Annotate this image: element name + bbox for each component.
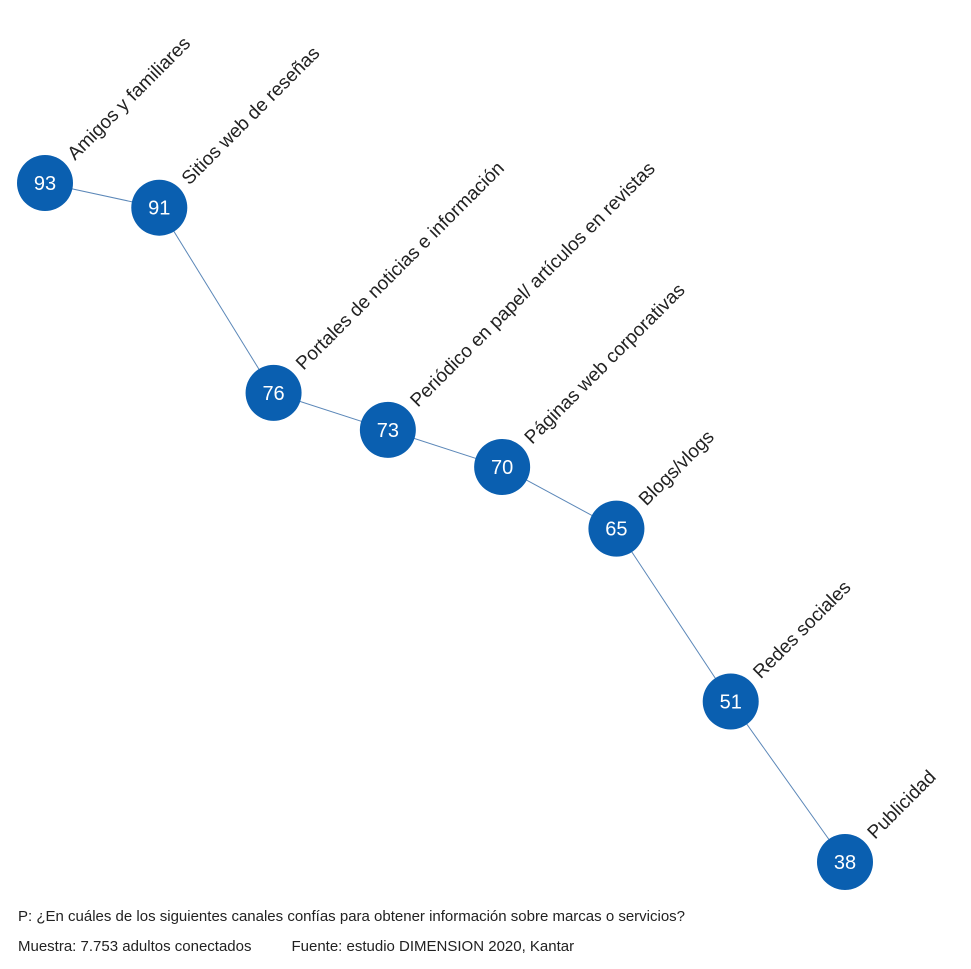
data-point-marker: [474, 438, 531, 495]
category-label: Periódico en papel/ artículos en revista…: [407, 158, 660, 411]
data-point-marker: [817, 834, 873, 890]
data-point-marker: [359, 401, 416, 458]
data-value-label: 38: [834, 852, 856, 874]
data-point-marker: [17, 155, 73, 211]
data-point-marker: [131, 179, 188, 236]
category-label: Sitios web de reseñas: [178, 43, 324, 189]
source-note: Fuente: estudio DIMENSION 2020, Kantar: [291, 938, 575, 955]
data-value-label: 51: [720, 692, 742, 714]
data-value-label: 73: [377, 420, 399, 442]
data-value-label: 70: [491, 457, 513, 479]
connector-line: [730, 701, 846, 863]
data-value-label: 65: [605, 519, 627, 541]
data-point-marker: [588, 500, 645, 557]
data-value-label: 76: [262, 383, 284, 405]
category-label: Redes sociales: [749, 577, 855, 683]
category-label: Publicidad: [864, 767, 941, 844]
category-label: Páginas web corporativas: [521, 280, 690, 449]
data-value-label: 93: [34, 173, 56, 195]
data-point-marker: [245, 364, 302, 421]
connector-lines: [44, 182, 846, 863]
category-label: Blogs/vlogs: [635, 427, 719, 511]
trust-channel-chart: 93 91 76 73 70 65 51 38 Amigos y familiaresSiti…: [17, 33, 941, 890]
data-value-label: 91: [148, 198, 170, 220]
connector-line: [616, 528, 732, 702]
category-label: Amigos y familiares: [64, 33, 195, 164]
question-note: P: ¿En cuáles de los siguientes canales …: [18, 908, 686, 925]
data-points: 93 91 76 73 70 65 51 38: [17, 155, 873, 890]
meta-line: Muestra: 7.753 adultos conectados Fuente:…: [18, 938, 574, 955]
data-point-marker: [702, 673, 759, 730]
sample-note: Muestra: 7.753 adultos conectados: [18, 938, 252, 955]
connector-line: [158, 207, 274, 394]
